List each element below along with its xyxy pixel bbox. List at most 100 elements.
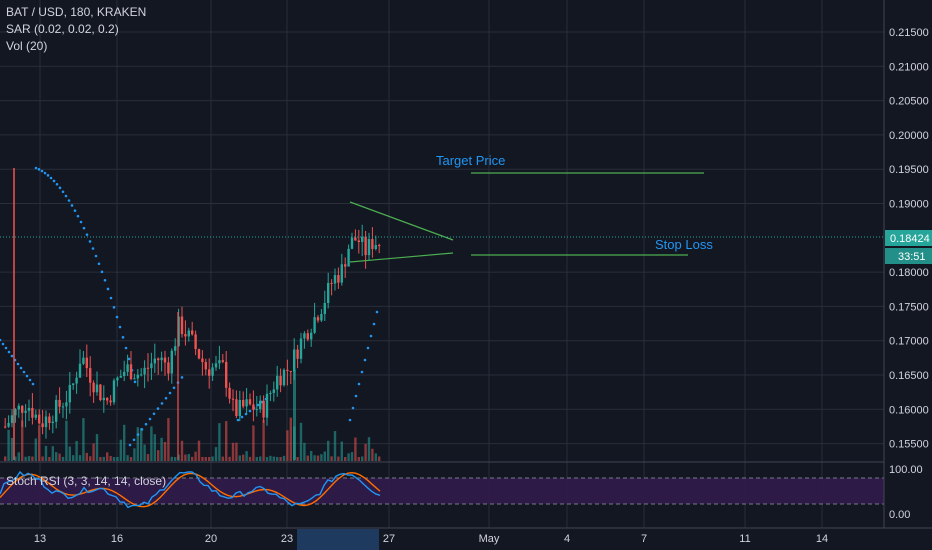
volume-bar [187,454,190,461]
time-tick-label: 4 [564,533,570,545]
candle-body [34,414,37,418]
volume-bar [221,456,224,461]
sar-dot [10,354,14,358]
volume-bar [340,441,343,461]
sar-dot [16,362,20,366]
volume-bar [364,443,367,461]
candle-body [327,282,330,303]
volume-bar [106,452,109,461]
candle-body [187,330,190,337]
candle-body [208,369,211,376]
sar-dot [58,186,62,190]
symbol-legend[interactable]: BAT / USD, 180, KRAKEN [6,5,147,19]
stop-loss-label[interactable]: Stop Loss [655,237,713,252]
sar-dot [248,409,252,413]
candle-body [228,387,231,399]
drawings[interactable]: Target Price Stop Loss [349,153,713,263]
volume-bar [289,417,292,461]
candle-body [333,275,337,284]
candle-body [184,334,187,337]
volume-bar [129,456,133,461]
volume-bar [109,455,112,461]
sar-dot [148,417,152,421]
sar-dot [1,342,5,346]
sar-dot [240,415,244,419]
candle-body [68,384,71,403]
last-price-value: 0.18424 [890,233,930,245]
sar-dot [52,179,56,183]
volume-bar [316,455,320,461]
price-tick-label: 0.16500 [889,370,929,382]
volume-bar [163,441,167,461]
sar-dot [366,346,370,350]
candle-body [119,376,122,378]
volume-bar [61,456,65,461]
candle-body [357,240,360,243]
target-price-label[interactable]: Target Price [436,153,505,168]
sar-dot [97,262,101,266]
volume-bar [150,426,153,461]
candle-body [272,389,275,393]
candle-body [367,239,371,256]
candle-body [306,333,309,340]
candle-body [109,400,112,403]
volume-bar [119,439,122,461]
candle-body [214,363,218,368]
candle-body [174,346,177,351]
volume-bar [323,451,326,461]
sar-legend[interactable]: SAR (0.02, 0.02, 0.2) [6,22,119,36]
volume-bar [24,456,27,461]
candle-body [371,239,374,250]
candle-body [61,406,65,408]
candle-body [10,415,14,423]
sar-dots [0,166,379,447]
candle-body [123,371,126,377]
sar-dot [28,378,32,382]
candle-body [296,349,299,359]
candle-body [378,245,381,247]
sar-dot [354,394,358,398]
sar-dot [31,382,35,386]
volume-bar [48,456,51,461]
sar-dot [34,166,38,170]
candle-body [180,316,184,335]
volume-bar [133,448,136,461]
volume-bar [102,456,105,461]
candle-body [106,397,109,401]
candle-body [78,363,82,378]
candle-body [313,317,316,333]
volume-bar [255,456,258,461]
sar-dot [82,226,86,230]
candle-body [238,400,241,417]
volume-bar [276,456,279,461]
volume-bar [153,434,156,461]
candle-body [221,360,224,362]
candle-body [347,248,350,267]
volume-bar [265,456,269,461]
candle-body [82,357,85,364]
volume-bar [282,455,286,461]
sar-dot [132,438,136,442]
sar-dot [76,214,80,218]
triangle-upper-line[interactable] [349,201,454,241]
sar-dot [61,190,65,194]
sar-dot [360,370,364,374]
volume-bar [180,440,184,461]
stoch-rsi-legend[interactable]: Stoch RSI (3, 3, 14, 14, close) [6,474,167,488]
candle-body [160,357,163,361]
sar-dot [348,418,352,422]
volume-bar [194,451,197,461]
sar-dot [351,406,355,410]
volume-bar [204,456,207,461]
candle-body [140,374,143,376]
triangle-lower-line[interactable] [349,252,454,263]
volume-bar [272,456,275,461]
time-tick-label: May [479,533,500,545]
volume-bar [140,427,143,461]
candle-body [99,384,102,401]
sar-dot [43,171,47,175]
volume-legend[interactable]: Vol (20) [6,39,48,53]
candle-body [194,334,197,350]
volume-bar [38,425,41,461]
